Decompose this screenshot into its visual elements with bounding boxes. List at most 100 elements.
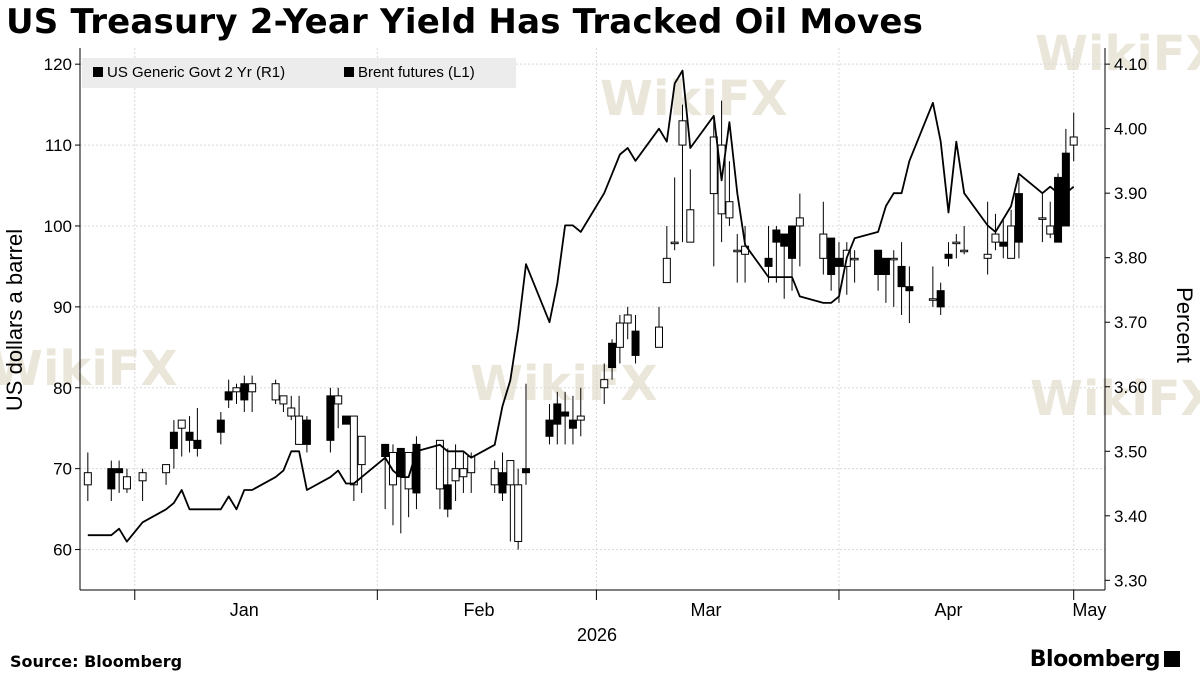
brent-candle (334, 387, 343, 429)
brent-candle (443, 448, 452, 518)
candle-body-up (279, 395, 288, 405)
brent-candle (1054, 173, 1063, 243)
candle-body-down (412, 443, 421, 494)
brent-candle (357, 435, 366, 493)
right-tick-label: 4.00 (1114, 120, 1147, 139)
brent-candle (928, 266, 937, 307)
legend-background (82, 58, 516, 88)
candle-body-down (631, 330, 640, 356)
candle-body-down (764, 257, 773, 267)
brent-candle (138, 468, 147, 502)
candle-body-up (960, 249, 969, 253)
candle-body-down (568, 419, 577, 429)
candle-body-down (1054, 176, 1063, 243)
brent-candle (107, 460, 116, 502)
candle-body-down (115, 468, 124, 474)
legend: US Generic Govt 2 Yr (R1) Brent futures … (82, 58, 516, 88)
candle-body-up (928, 298, 937, 301)
candle-body-up (271, 383, 280, 401)
candle-body-up (623, 314, 632, 324)
brent-candle (302, 416, 311, 453)
right-tick-label: 3.80 (1114, 249, 1147, 268)
right-axis-ticks: 3.30 3.40 3.50 3.60 3.70 3.80 3.90 4.00 4.10 (1105, 55, 1147, 590)
candle-body-up (248, 383, 257, 393)
candle-body-up (709, 136, 718, 195)
brent-candle (521, 383, 530, 485)
right-tick-label: 3.60 (1114, 378, 1147, 397)
right-tick-label: 3.70 (1114, 313, 1147, 332)
axes (79, 48, 1106, 591)
brent-candle (193, 407, 202, 457)
candle-body-up (615, 322, 624, 348)
candle-body-up (490, 468, 499, 486)
brent-candle (827, 237, 836, 291)
watermark: WikiFX WikiFX WikiFX WikiFX WikiFX (0, 26, 1200, 427)
brent-candle (287, 395, 296, 421)
yield-line (87, 69, 1075, 543)
candle-body-down (999, 241, 1008, 247)
candle-body-up (850, 257, 859, 261)
brent-candle (83, 452, 92, 502)
brent-candle (279, 395, 288, 413)
candle-body-up (1069, 136, 1078, 146)
candle-body-down (240, 383, 249, 401)
brent-candle (733, 234, 742, 283)
x-tick-label-jan: Jan (230, 600, 259, 620)
brent-candle (999, 217, 1008, 259)
brent-candle (944, 242, 953, 267)
brent-candle (709, 116, 718, 267)
brent-candle (248, 375, 257, 413)
brent-candle (1007, 209, 1016, 259)
candle-body-up (576, 415, 585, 421)
brent-candle (772, 225, 781, 283)
brent-candle (295, 395, 304, 445)
brent-candle (686, 169, 695, 243)
candle-body-down (1061, 152, 1070, 227)
brent-candle (514, 468, 523, 550)
candle-body-up (819, 233, 828, 259)
candle-body-down (443, 484, 452, 510)
brent-candle (162, 464, 171, 485)
brent-candle (396, 447, 405, 534)
brent-candle (467, 452, 476, 493)
left-tick-label: 110 (45, 136, 72, 155)
brent-candle (670, 177, 679, 251)
candle-body-up (506, 460, 515, 486)
brent-candle (936, 282, 945, 315)
brent-candle (983, 201, 992, 275)
x-axis-year-label: 2026 (577, 625, 617, 645)
candle-body-down (342, 415, 351, 425)
brent-candle (623, 306, 632, 340)
candle-body-up (295, 415, 304, 445)
brent-candle (490, 460, 499, 493)
svg-text:WikiFX: WikiFX (470, 356, 658, 412)
brent-candle (615, 314, 624, 364)
candle-body-up (1007, 225, 1016, 259)
candle-body-down (498, 472, 507, 494)
candle-body-up (404, 451, 413, 490)
candle-body-up (357, 435, 366, 466)
brent-candle (561, 391, 570, 445)
candle-body-down (545, 419, 554, 437)
candle-body-down (326, 395, 335, 441)
left-tick-label: 60 (53, 541, 72, 560)
brent-candle (506, 460, 515, 542)
left-tick-label: 120 (44, 55, 72, 74)
candle-body-up (232, 387, 241, 393)
month-separators (134, 48, 1075, 600)
brent-candle (741, 225, 750, 283)
candle-body-down (561, 411, 570, 417)
x-tick-label-may: May (1072, 600, 1106, 620)
candle-body-up (467, 456, 476, 474)
candle-body-up (662, 257, 671, 284)
brent-candle (1038, 193, 1047, 243)
x-tick-label-apr: Apr (935, 600, 963, 620)
candle-body-down (302, 419, 311, 445)
candle-body-down (874, 249, 883, 276)
candle-body-up (889, 257, 898, 261)
candle-body-down (905, 286, 914, 292)
legend-label-yield: US Generic Govt 2 Yr (R1) (107, 64, 285, 81)
candle-body-up (725, 201, 734, 219)
svg-text:WikiFX: WikiFX (600, 71, 788, 127)
brent-candle (349, 415, 358, 502)
